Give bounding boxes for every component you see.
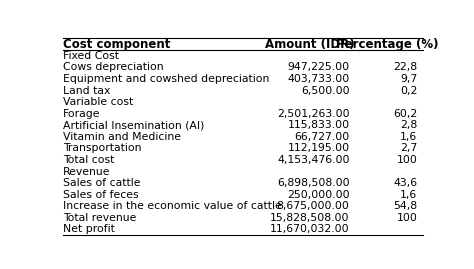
Text: 22,8: 22,8 xyxy=(393,62,418,72)
Text: 9,7: 9,7 xyxy=(400,74,418,84)
Text: 4,153,476.00: 4,153,476.00 xyxy=(277,155,349,165)
Text: 43,6: 43,6 xyxy=(393,178,418,188)
Text: Land tax: Land tax xyxy=(63,86,110,95)
Text: 2,501,263.00: 2,501,263.00 xyxy=(277,109,349,119)
Text: 1,6: 1,6 xyxy=(400,132,418,142)
Text: 2,8: 2,8 xyxy=(400,120,418,130)
Text: Increase in the economic value of cattle: Increase in the economic value of cattle xyxy=(63,201,282,211)
Text: 60,2: 60,2 xyxy=(393,109,418,119)
Text: 1,6: 1,6 xyxy=(400,190,418,200)
Text: Percentage (%): Percentage (%) xyxy=(336,38,438,51)
Text: Total cost: Total cost xyxy=(63,155,114,165)
Text: Net profit: Net profit xyxy=(63,224,115,235)
Text: 6,500.00: 6,500.00 xyxy=(301,86,349,95)
Text: Sales of feces: Sales of feces xyxy=(63,190,138,200)
Text: 66,727.00: 66,727.00 xyxy=(294,132,349,142)
Text: Cows depreciation: Cows depreciation xyxy=(63,62,164,72)
Text: 15,828,508.00: 15,828,508.00 xyxy=(270,213,349,223)
Text: 11,670,032.00: 11,670,032.00 xyxy=(270,224,349,235)
Text: 54,8: 54,8 xyxy=(393,201,418,211)
Text: Equipment and cowshed depreciation: Equipment and cowshed depreciation xyxy=(63,74,269,84)
Text: Transportation: Transportation xyxy=(63,143,141,153)
Text: Total revenue: Total revenue xyxy=(63,213,137,223)
Text: 100: 100 xyxy=(397,155,418,165)
Text: Sales of cattle: Sales of cattle xyxy=(63,178,140,188)
Text: Amount (IDR): Amount (IDR) xyxy=(265,38,355,51)
Text: 250,000.00: 250,000.00 xyxy=(287,190,349,200)
Text: 100: 100 xyxy=(397,213,418,223)
Text: 8,675,000.00: 8,675,000.00 xyxy=(277,201,349,211)
Text: 112,195.00: 112,195.00 xyxy=(287,143,349,153)
Text: 0,2: 0,2 xyxy=(400,86,418,95)
Text: Variable cost: Variable cost xyxy=(63,97,133,107)
Text: Forage: Forage xyxy=(63,109,100,119)
Text: 6,898,508.00: 6,898,508.00 xyxy=(277,178,349,188)
Text: Fixed Cost: Fixed Cost xyxy=(63,51,119,61)
Text: Vitamin and Medicine: Vitamin and Medicine xyxy=(63,132,181,142)
Text: Cost component: Cost component xyxy=(63,38,170,51)
Text: 947,225.00: 947,225.00 xyxy=(287,62,349,72)
Text: 403,733.00: 403,733.00 xyxy=(287,74,349,84)
Text: Artificial Insemination (AI): Artificial Insemination (AI) xyxy=(63,120,204,130)
Text: 2,7: 2,7 xyxy=(400,143,418,153)
Text: 115,833.00: 115,833.00 xyxy=(287,120,349,130)
Text: Revenue: Revenue xyxy=(63,167,110,177)
